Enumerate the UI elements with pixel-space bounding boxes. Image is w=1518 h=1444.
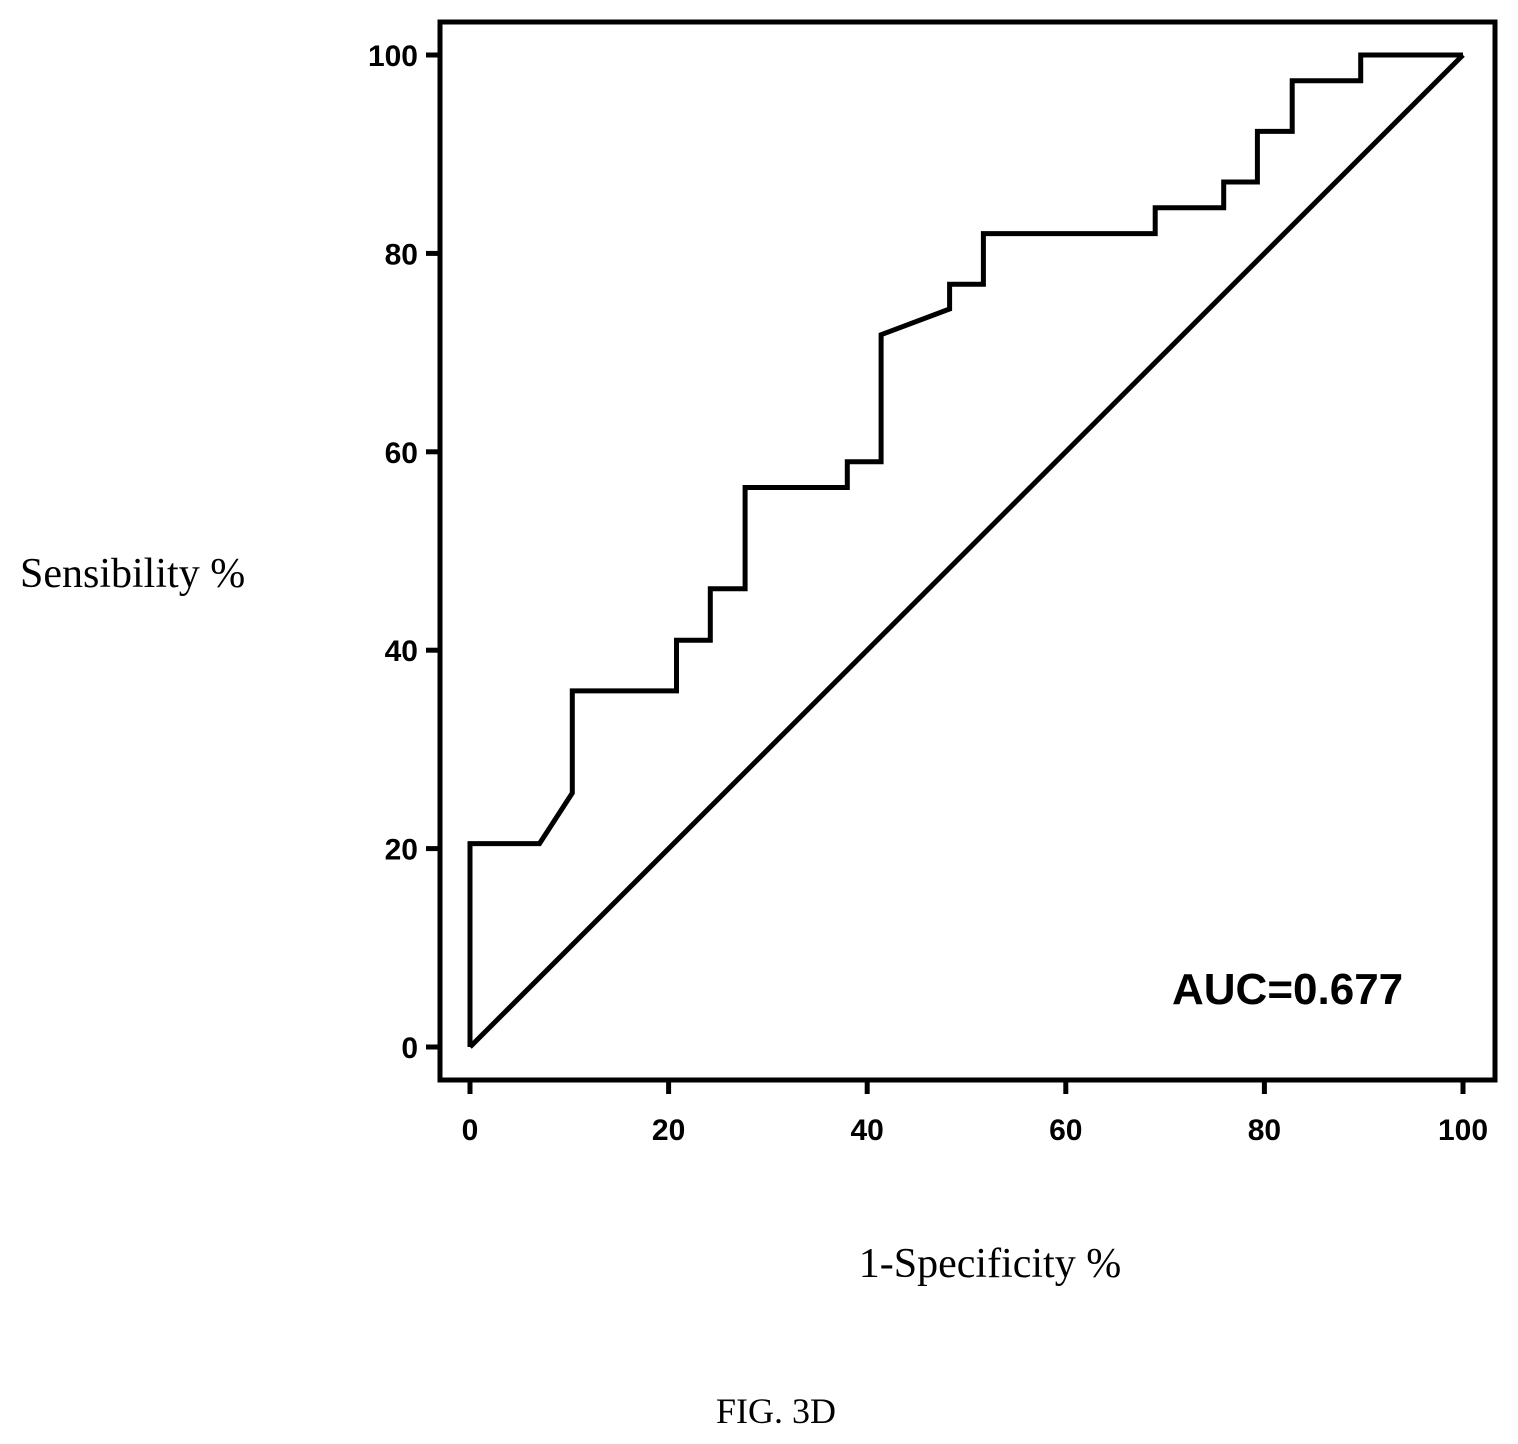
y-tick-label: 60 (385, 437, 418, 470)
y-tick-label: 40 (385, 635, 418, 668)
y-tick-label: 0 (401, 1032, 418, 1065)
y-axis-title: Sensibility % (20, 551, 245, 597)
x-tick-label: 100 (1438, 1114, 1488, 1147)
y-tick-label: 80 (385, 238, 418, 271)
y-axis-ticks: 0 20 40 60 80 100 (368, 40, 440, 1065)
series-group (467, 52, 1465, 1049)
x-tick-label: 80 (1248, 1114, 1281, 1147)
reference-diagonal-line (468, 53, 1465, 1049)
y-tick-label: 20 (385, 834, 418, 867)
x-axis-title: 1-Specificity % (859, 1241, 1121, 1287)
roc-curve-line (467, 52, 1463, 1047)
x-tick-label: 60 (1049, 1114, 1082, 1147)
y-tick-label: 100 (368, 40, 418, 73)
figure-caption: FIG. 3D (716, 1391, 836, 1431)
plot-frame (437, 19, 1498, 1083)
x-tick-label: 20 (652, 1114, 685, 1147)
x-axis-ticks: 0 20 40 60 80 100 (462, 1080, 1488, 1147)
x-tick-label: 0 (462, 1114, 479, 1147)
x-tick-label: 40 (851, 1114, 884, 1147)
auc-annotation: AUC=0.677 (1172, 965, 1403, 1014)
